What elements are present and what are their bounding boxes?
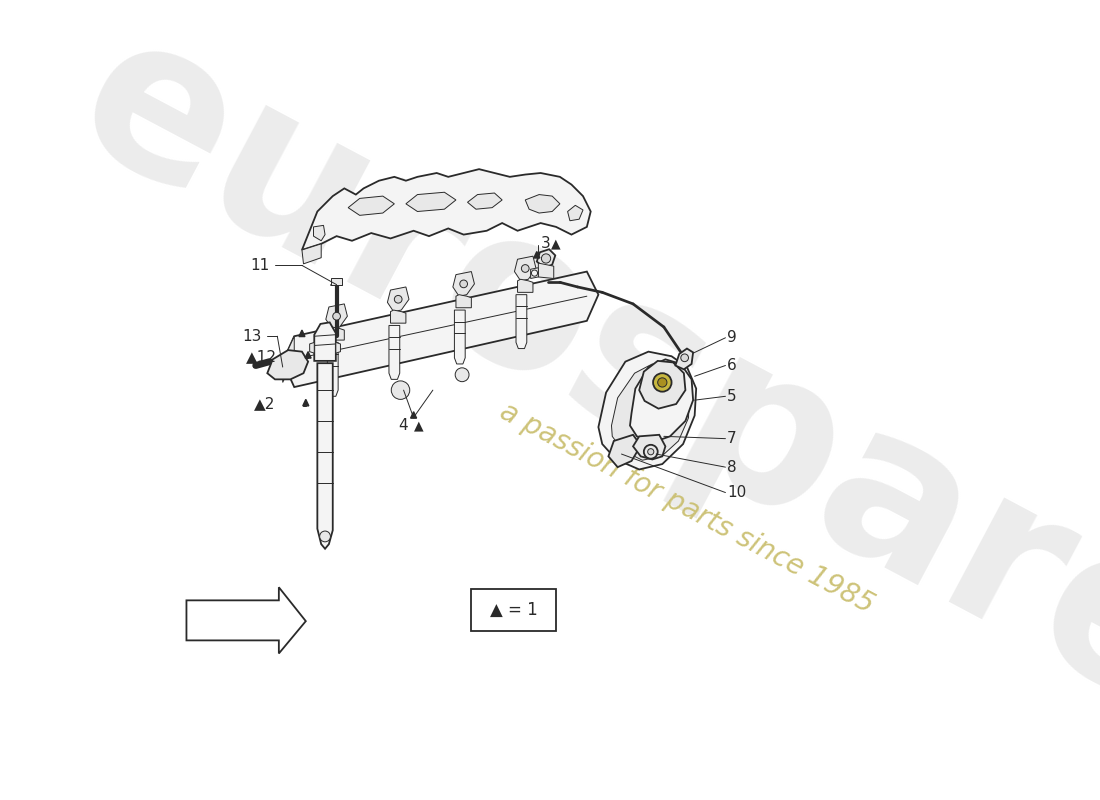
Circle shape (644, 445, 658, 458)
Text: ▲12: ▲12 (246, 349, 277, 364)
Polygon shape (329, 327, 344, 340)
Polygon shape (348, 196, 395, 215)
Polygon shape (302, 399, 309, 406)
Text: 10: 10 (727, 485, 746, 500)
Text: 11: 11 (251, 258, 270, 273)
Text: 13: 13 (242, 329, 262, 344)
Polygon shape (526, 194, 560, 213)
Circle shape (455, 368, 469, 382)
Circle shape (521, 265, 529, 272)
Text: ▲ = 1: ▲ = 1 (490, 602, 538, 619)
Text: 8: 8 (727, 460, 737, 474)
Polygon shape (537, 250, 556, 268)
Polygon shape (301, 169, 591, 250)
Polygon shape (336, 342, 341, 353)
Circle shape (394, 295, 403, 303)
Circle shape (460, 280, 467, 288)
Polygon shape (406, 192, 455, 211)
Text: 5: 5 (727, 389, 737, 404)
Polygon shape (675, 349, 693, 370)
Circle shape (658, 378, 667, 387)
Polygon shape (387, 287, 409, 311)
Polygon shape (301, 244, 321, 264)
Polygon shape (410, 412, 417, 418)
Polygon shape (315, 322, 336, 361)
Polygon shape (639, 361, 685, 409)
Text: 9: 9 (727, 330, 737, 346)
Polygon shape (326, 304, 348, 329)
Text: ▲2: ▲2 (254, 397, 275, 411)
Polygon shape (530, 268, 538, 278)
Polygon shape (454, 310, 465, 364)
Polygon shape (516, 294, 527, 349)
Polygon shape (318, 363, 332, 549)
Polygon shape (608, 435, 640, 467)
Polygon shape (612, 364, 690, 460)
Circle shape (653, 373, 672, 392)
Polygon shape (455, 294, 472, 308)
Text: 6: 6 (727, 358, 737, 373)
Polygon shape (186, 587, 306, 654)
Text: ▲: ▲ (414, 419, 424, 432)
Polygon shape (328, 342, 338, 396)
Polygon shape (534, 251, 540, 258)
Polygon shape (283, 271, 598, 387)
Polygon shape (598, 352, 696, 470)
Polygon shape (517, 279, 534, 292)
Polygon shape (331, 278, 342, 285)
Bar (472, 589, 557, 631)
Text: 7: 7 (727, 431, 737, 446)
Polygon shape (468, 193, 502, 209)
Circle shape (531, 270, 538, 276)
Polygon shape (453, 271, 474, 296)
Polygon shape (515, 256, 536, 281)
Polygon shape (538, 263, 553, 278)
Polygon shape (267, 350, 308, 379)
Circle shape (541, 254, 551, 263)
Circle shape (392, 381, 409, 399)
Text: 3: 3 (541, 236, 550, 251)
Polygon shape (310, 342, 315, 353)
Polygon shape (314, 226, 326, 241)
Polygon shape (634, 435, 665, 459)
Polygon shape (568, 206, 583, 221)
Polygon shape (305, 352, 311, 358)
Text: 4: 4 (398, 418, 408, 433)
Polygon shape (630, 359, 693, 442)
Circle shape (648, 449, 653, 455)
Text: ▲: ▲ (551, 238, 561, 250)
Polygon shape (390, 310, 406, 323)
Text: eurospares: eurospares (45, 0, 1100, 800)
Polygon shape (283, 336, 295, 382)
Circle shape (332, 312, 341, 320)
Text: a passion for parts since 1985: a passion for parts since 1985 (495, 397, 879, 619)
Circle shape (320, 531, 330, 542)
Polygon shape (389, 326, 399, 379)
Circle shape (681, 354, 689, 362)
Polygon shape (299, 330, 305, 337)
